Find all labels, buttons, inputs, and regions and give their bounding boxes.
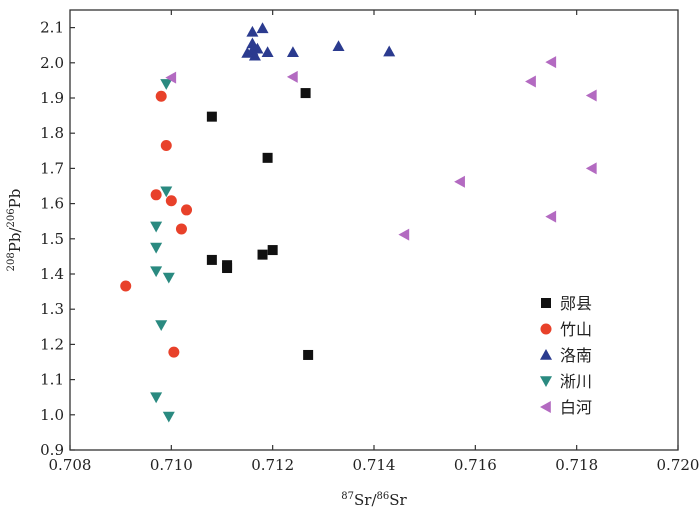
data-point	[162, 272, 175, 284]
legend-marker	[540, 349, 552, 360]
y-tick-label: 1.0	[40, 406, 64, 424]
data-point	[383, 45, 396, 57]
data-point	[150, 392, 163, 404]
data-point	[262, 152, 273, 163]
y-tick-label: 1.1	[40, 371, 64, 389]
data-point	[300, 88, 311, 99]
data-point	[162, 411, 175, 423]
data-point	[150, 266, 163, 278]
legend-item: 白河	[540, 398, 592, 417]
data-point	[545, 56, 557, 69]
y-tick-label: 1.6	[40, 195, 64, 213]
data-point	[257, 249, 268, 260]
x-tick-label: 0.712	[251, 456, 294, 474]
series-4	[150, 79, 175, 423]
y-tick-label: 1.3	[40, 300, 64, 318]
series-2	[120, 90, 193, 358]
data-point	[165, 195, 177, 207]
legend-marker	[540, 376, 552, 387]
y-tick-label: 1.8	[40, 124, 64, 142]
data-point	[155, 320, 168, 332]
data-point	[206, 254, 217, 265]
data-point	[241, 46, 254, 58]
data-point	[398, 228, 410, 241]
x-axis-title: 87Sr/86Sr	[341, 491, 407, 509]
data-point	[222, 263, 233, 274]
data-point	[150, 189, 162, 201]
series-5	[165, 56, 597, 241]
legend-item: 郧县	[541, 294, 592, 313]
data-point	[175, 223, 187, 235]
data-point	[332, 40, 345, 52]
data-point	[261, 46, 274, 58]
data-point	[585, 162, 597, 175]
data-point	[160, 140, 172, 152]
x-tick-label: 0.708	[49, 456, 92, 474]
data-point	[120, 280, 132, 292]
x-tick-label: 0.716	[454, 456, 497, 474]
data-point	[545, 210, 557, 223]
data-point	[454, 175, 465, 188]
data-point	[150, 242, 163, 254]
data-point	[160, 79, 173, 90]
y-tick-label: 0.9	[40, 441, 64, 459]
y-tick-label: 1.4	[40, 265, 64, 283]
axis-ticks: 0.708 0.710 0.712 0.714 0.716 0.718 0.720 0.9 1.…	[40, 10, 699, 474]
legend-marker	[540, 323, 552, 335]
legend-marker	[541, 298, 551, 308]
data-point	[286, 46, 299, 58]
plot-area	[69, 9, 679, 451]
x-tick-label: 0.718	[555, 456, 598, 474]
data-point	[165, 71, 177, 84]
y-tick-label: 1.5	[40, 230, 64, 248]
data-point	[246, 37, 259, 49]
legend-label: 洛南	[560, 346, 592, 365]
data-point	[585, 89, 597, 102]
legend-item: 洛南	[540, 346, 592, 365]
data-point	[256, 22, 269, 34]
y-tick-label: 2.0	[40, 54, 64, 72]
x-tick-label: 0.720	[657, 456, 700, 474]
data-points	[120, 22, 597, 423]
legend-item: 淅川	[540, 372, 592, 391]
legend-label: 竹山	[560, 320, 592, 339]
x-tick-label: 0.710	[150, 456, 193, 474]
y-tick-label: 1.2	[40, 335, 64, 353]
legend-label: 淅川	[560, 372, 592, 391]
series-1	[206, 88, 314, 360]
series-3	[241, 22, 396, 61]
data-point	[155, 90, 167, 102]
legend-marker	[540, 401, 551, 413]
legend-item: 竹山	[540, 320, 592, 339]
data-point	[267, 245, 278, 256]
data-point	[206, 111, 217, 122]
legend-label: 白河	[560, 398, 592, 417]
data-point	[525, 75, 536, 88]
data-point	[150, 221, 163, 233]
data-point	[303, 349, 314, 360]
data-point	[168, 346, 180, 358]
y-axis-title: 208Pb/206Pb	[6, 189, 24, 272]
legend-label: 郧县	[560, 294, 592, 313]
y-tick-label: 1.7	[40, 159, 64, 177]
data-point	[248, 49, 261, 61]
y-tick-label: 2.1	[40, 19, 64, 37]
x-tick-label: 0.714	[353, 456, 396, 474]
data-point	[181, 204, 193, 216]
data-point	[160, 186, 173, 198]
y-tick-label: 1.9	[40, 89, 64, 107]
data-point	[286, 70, 298, 83]
data-point	[246, 25, 259, 37]
